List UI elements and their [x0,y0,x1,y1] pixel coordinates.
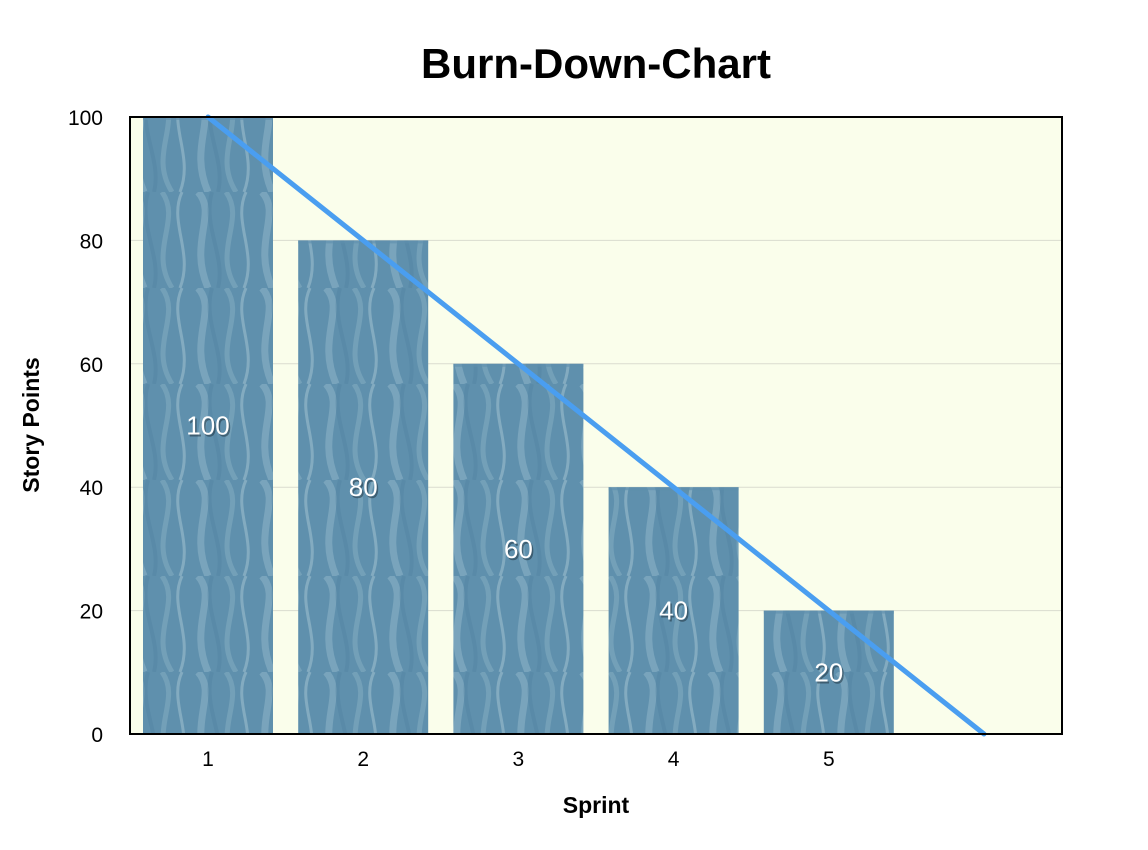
data-label: 80 [349,472,378,502]
y-tick-label: 20 [80,601,103,624]
x-tick-label: 1 [202,748,214,771]
y-tick-label: 80 [80,230,103,253]
y-tick-label: 100 [68,107,103,130]
y-tick-label: 60 [80,354,103,377]
grid-lines [130,239,1062,612]
x-tick-label: 2 [357,748,369,771]
bars [143,117,894,734]
x-tick-label: 3 [513,748,525,771]
x-tick-label: 4 [668,748,680,771]
data-label-shadow: 20 [816,659,845,689]
data-label-shadow: 80 [350,474,379,504]
bar [453,363,584,734]
data-label-shadow: 60 [505,536,534,566]
ideal-burndown-line [205,114,987,737]
y-tick-label: 40 [80,477,103,500]
data-label: 60 [504,534,533,564]
bar [763,610,894,734]
data-label-shadow: 40 [661,598,690,628]
y-axis-tick-labels: 0 20 40 60 80 100 [68,107,103,747]
y-tick-label: 0 [91,724,103,747]
bar [143,117,273,734]
data-label: 100 [186,411,229,441]
x-tick-label: 5 [823,748,835,771]
y-axis-title: Story Points [18,357,44,492]
bar [608,487,739,734]
x-axis-tick-labels: 1 2 3 4 5 [202,748,834,771]
data-label: 40 [659,596,688,626]
chart-title: Burn-Down-Chart [421,40,771,87]
data-label: 20 [814,657,843,687]
bar [298,240,429,734]
data-label-shadow: 100 [188,413,231,443]
plot-frame [129,116,1063,735]
x-axis-title: Sprint [563,792,630,818]
